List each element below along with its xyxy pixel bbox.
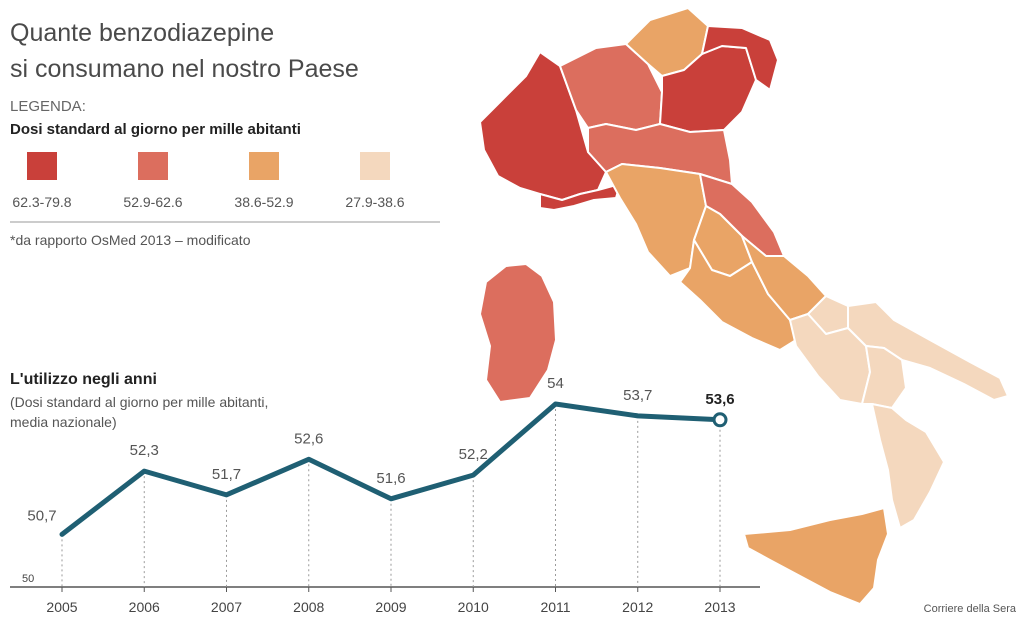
x-tick-2008: 2008 — [293, 599, 324, 615]
chart-subtitle-line-1: (Dosi standard al giorno per mille abita… — [10, 394, 268, 410]
region-sardegna — [479, 263, 557, 403]
x-tick-2013: 2013 — [704, 599, 735, 615]
region-calabria — [871, 403, 945, 529]
legend-swatch-1 — [27, 152, 57, 180]
legend-heading: LEGENDA: — [10, 98, 86, 115]
data-label-2007: 51,7 — [212, 466, 241, 483]
chart-data-labels: 50,7 52,3 51,7 52,6 51,6 52,2 54 53,7 53,6 — [27, 375, 734, 524]
legend-range-3: 38.6-52.9 — [234, 194, 293, 210]
credit: Corriere della Sera — [924, 603, 1017, 615]
x-tick-2009: 2009 — [375, 599, 406, 615]
italy-map — [479, 7, 1009, 605]
chart-gridlines — [61, 404, 721, 587]
legend-subtitle: Dosi standard al giorno per mille abitan… — [10, 121, 301, 138]
data-label-2013: 53,6 — [705, 391, 734, 408]
legend-swatch-2 — [138, 152, 168, 180]
data-label-2011: 54 — [547, 375, 564, 392]
legend-footnote: *da rapporto OsMed 2013 – modificato — [10, 232, 251, 248]
data-label-2006: 52,3 — [130, 442, 159, 459]
legend-range-4: 27.9-38.6 — [345, 194, 404, 210]
legend-range-2: 52.9-62.6 — [123, 194, 182, 210]
data-label-2008: 52,6 — [294, 430, 323, 447]
x-tick-2012: 2012 — [622, 599, 653, 615]
legend-swatch-3 — [249, 152, 279, 180]
region-sicilia — [743, 507, 889, 605]
series-line — [59, 401, 723, 537]
title-line-1: Quante benzodiazepine — [10, 19, 274, 47]
chart-subtitle-line-2: media nazionale) — [10, 414, 117, 430]
data-label-2012: 53,7 — [623, 387, 652, 404]
y-tick-label: 50 — [22, 573, 34, 585]
legend-swatch-4 — [360, 152, 390, 180]
x-tick-2007: 2007 — [211, 599, 242, 615]
chart-title: L'utilizzo negli anni — [10, 371, 157, 388]
data-label-2010: 52,2 — [459, 446, 488, 463]
x-tick-2006: 2006 — [129, 599, 160, 615]
x-tick-2005: 2005 — [46, 599, 77, 615]
x-tick-2011: 2011 — [540, 599, 570, 615]
data-label-2005: 50,7 — [27, 507, 56, 524]
region-friuli-venezia-giulia — [701, 25, 779, 91]
legend-range-1: 62.3-79.8 — [12, 194, 71, 210]
legend-swatches: 62.3-79.8 52.9-62.6 38.6-52.9 27.9-38.6 — [12, 152, 405, 210]
chart-series — [59, 401, 728, 537]
region-liguria — [539, 183, 621, 211]
region-abruzzo — [741, 235, 827, 321]
data-label-2009: 51,6 — [376, 470, 405, 487]
title-line-2: si consumano nel nostro Paese — [10, 55, 359, 83]
chart-x-ticks: 2005 2006 2007 2008 2009 2010 2011 2012 2013 — [46, 587, 736, 615]
series-endpoint — [712, 412, 728, 428]
x-tick-2010: 2010 — [458, 599, 489, 615]
